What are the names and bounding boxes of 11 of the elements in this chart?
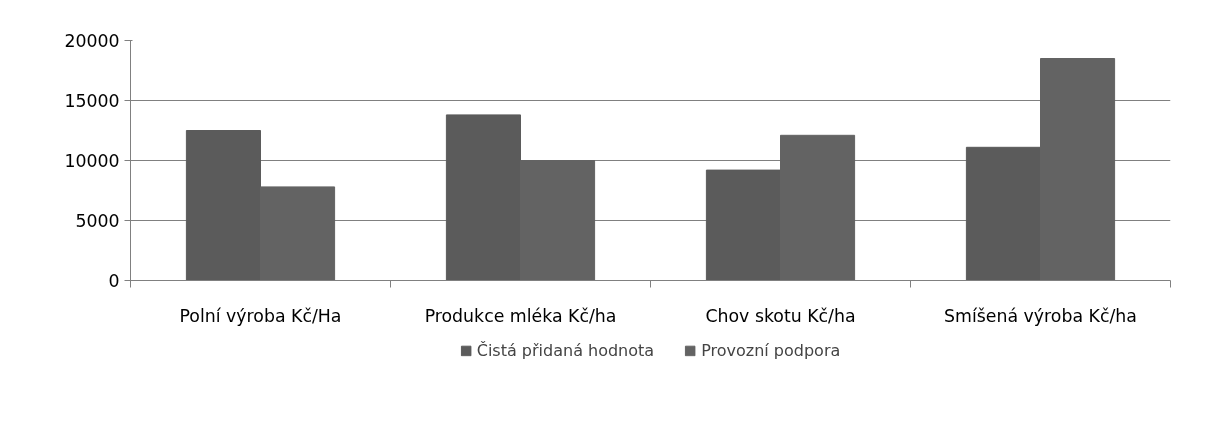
x-tick-label: Chov skotu Kč/ha: [705, 305, 856, 326]
x-tick-label: Produkce mléka Kč/ha: [424, 305, 617, 326]
x-tick-label: Polní výroba Kč/Ha: [179, 305, 342, 326]
y-tick-label: 15000: [64, 91, 120, 111]
y-tick-label: 10000: [64, 151, 120, 171]
y-tick-label: 0: [108, 271, 120, 291]
legend-label: Čistá přidaná hodnota: [476, 340, 655, 360]
y-tick-label: 20000: [64, 31, 120, 51]
legend-label: Provozní podpora: [701, 340, 841, 360]
y-tick-label: 5000: [75, 211, 120, 231]
x-tick-label: Smíšená výroba Kč/ha: [944, 305, 1137, 326]
